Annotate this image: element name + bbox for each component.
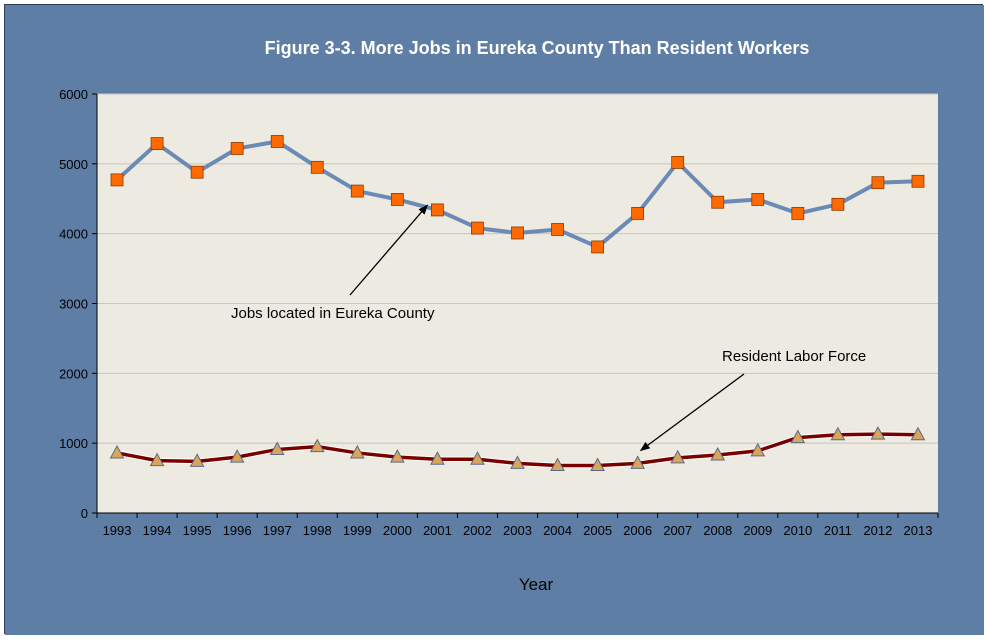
- jobs-data-point: [511, 226, 524, 240]
- jobs-data-point: [270, 135, 284, 148]
- x-tick-label: 2004: [543, 523, 572, 538]
- x-tick-label: 1996: [223, 523, 252, 538]
- x-tick-label: 1995: [183, 523, 212, 538]
- axes: 0 1000 2000 3000 4000 5000 6000 1993 1994 1995 199…: [59, 87, 939, 538]
- labor-force-data-point: [710, 446, 726, 461]
- line-chart: Figure 3-3. More Jobs in Eureka County T…: [5, 5, 984, 635]
- jobs-data-point: [110, 173, 124, 187]
- y-tick-label: 0: [81, 506, 88, 521]
- jobs-data-point: [551, 223, 564, 236]
- x-tick-label: 2012: [863, 523, 892, 538]
- jobs-data-point: [350, 184, 364, 198]
- jobs-annotation-label: Jobs located in Eureka County: [231, 305, 435, 322]
- jobs-annotation-arrow: [349, 204, 429, 296]
- labor-force-data-point: [510, 455, 525, 469]
- labor-force-data-point: [430, 451, 445, 465]
- y-tick-label: 1000: [59, 436, 88, 451]
- labor-force-data-point: [109, 444, 125, 459]
- labor-force-data-point: [269, 441, 285, 455]
- jobs-data-point: [471, 221, 484, 235]
- labor-force-data-point: [750, 442, 766, 457]
- x-tick-label: 1993: [103, 523, 132, 538]
- jobs-data-point: [671, 156, 685, 169]
- y-tick-label: 2000: [59, 366, 88, 381]
- x-tick-label: 2001: [423, 523, 452, 538]
- x-tick-label: 1999: [343, 523, 372, 538]
- x-tick-label: 2005: [583, 523, 612, 538]
- x-tick-label: 2007: [663, 523, 692, 538]
- labor-force-data-point: [390, 449, 405, 463]
- jobs-data-point: [310, 160, 324, 174]
- x-tick-label: 2006: [623, 523, 652, 538]
- x-tick-label: 2000: [383, 523, 412, 538]
- labor-force-data-point: [229, 449, 245, 463]
- x-tick-label: 1994: [143, 523, 172, 538]
- x-axis-title: Year: [519, 575, 554, 594]
- x-tick-label: 1998: [303, 523, 332, 538]
- jobs-data-point: [871, 176, 885, 190]
- labor-force-data-point: [550, 457, 565, 472]
- labor-force-data-point: [670, 449, 686, 464]
- labor-force-data-point: [149, 452, 165, 467]
- labor-force-data-point: [470, 451, 485, 465]
- x-tick-label: 2010: [783, 523, 812, 538]
- x-tick-label: 2008: [703, 523, 732, 538]
- labor-force-data-point: [349, 444, 365, 459]
- annotations: Jobs located in Eureka County Resident La…: [231, 204, 866, 452]
- labor-force-data-point: [189, 453, 205, 467]
- y-tick-label: 5000: [59, 157, 88, 172]
- x-tick-label: 1997: [263, 523, 292, 538]
- chart-title: Figure 3-3. More Jobs in Eureka County T…: [265, 38, 810, 58]
- x-tick-label: 2013: [904, 523, 933, 538]
- chart-frame: Figure 3-3. More Jobs in Eureka County T…: [4, 4, 984, 635]
- labor-force-data-point: [790, 429, 806, 444]
- x-tick-label: 2009: [743, 523, 772, 538]
- jobs-data-point: [390, 193, 404, 206]
- labor-force-data-point: [309, 438, 325, 453]
- jobs-data-point: [751, 193, 765, 206]
- jobs-data-point: [431, 203, 444, 217]
- jobs-data-point: [711, 195, 725, 209]
- jobs-data-point: [831, 197, 845, 211]
- jobs-data-point: [911, 174, 925, 188]
- y-tick-label: 4000: [59, 227, 88, 242]
- gridlines: [97, 93, 938, 444]
- labor-force-data-point: [830, 426, 846, 441]
- y-tick-label: 6000: [59, 87, 88, 102]
- x-tick-label: 2003: [503, 523, 532, 538]
- jobs-data-point: [150, 137, 164, 150]
- y-tick-label: 3000: [59, 297, 88, 312]
- labor-force-data-point: [910, 426, 926, 441]
- jobs-data-point: [230, 142, 244, 155]
- series-layer: [109, 135, 926, 472]
- labor-force-annotation-arrow: [639, 373, 745, 452]
- x-tick-label: 2002: [463, 523, 492, 538]
- jobs-data-point: [791, 207, 805, 220]
- labor-force-data-point: [590, 457, 605, 472]
- jobs-data-point: [591, 240, 604, 254]
- jobs-data-point: [190, 165, 204, 179]
- labor-force-data-point: [630, 455, 645, 469]
- labor-force-annotation-label: Resident Labor Force: [722, 348, 866, 365]
- jobs-data-point: [631, 207, 645, 220]
- labor-force-data-point: [870, 426, 886, 440]
- x-tick-label: 2011: [824, 523, 852, 538]
